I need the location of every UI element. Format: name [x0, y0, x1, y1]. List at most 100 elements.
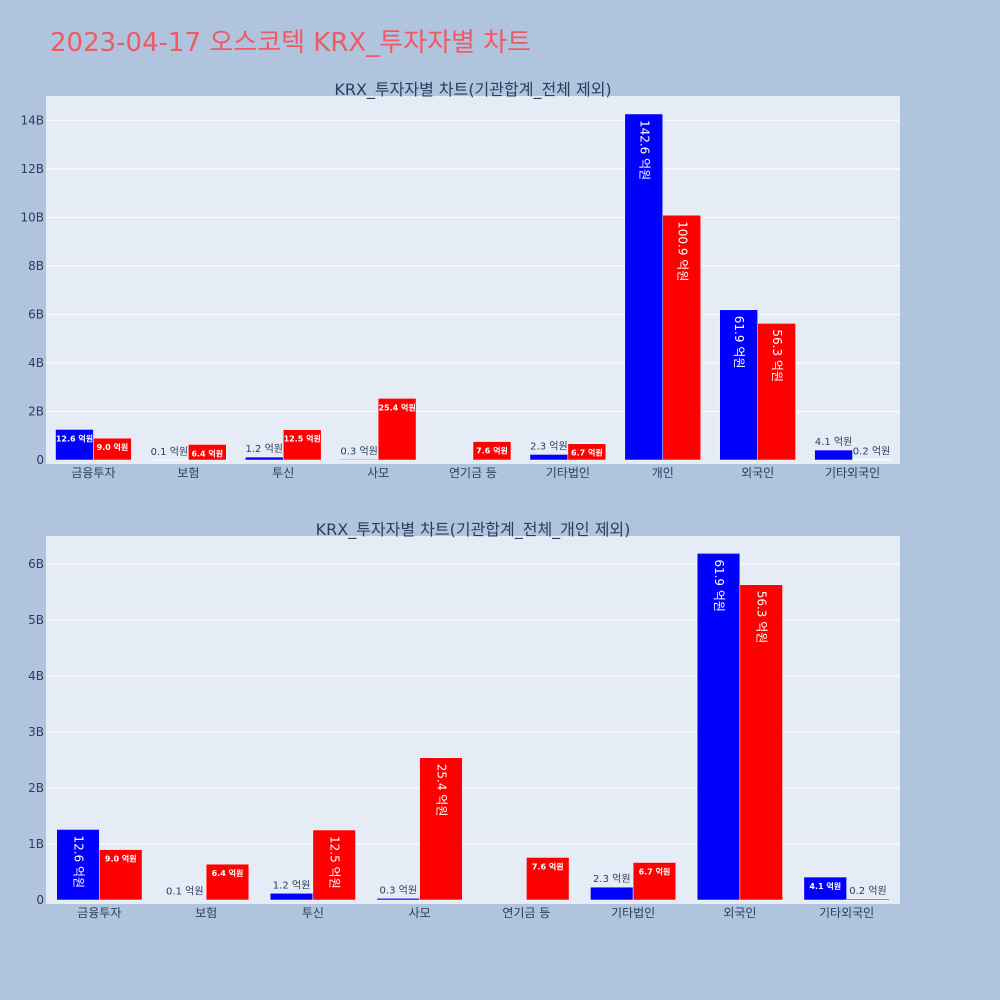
chart-top-y-tick-label: 12B	[20, 162, 44, 176]
chart-bottom-y-tick-label: 3B	[28, 725, 44, 739]
chart-bottom-bar	[99, 849, 143, 901]
chart-top-x-tick-label: 개인	[652, 466, 674, 480]
chart-top-bar	[757, 323, 796, 461]
chart-bottom-x-tick-label: 보험	[195, 906, 217, 920]
chart-bottom-y-tick-label: 1B	[28, 837, 44, 851]
chart-top-y-tick-label: 6B	[28, 307, 44, 321]
chart-top-data-label: 25.4 억원	[378, 402, 415, 412]
chart-bottom-x-tick-label: 투신	[302, 906, 324, 920]
chart-top-bar	[188, 444, 227, 461]
chart-top-bar	[719, 309, 758, 461]
chart-bottom-data-label: 12.5 억원	[328, 836, 342, 889]
chart-top-data-label: 0.1 억원	[151, 446, 188, 458]
chart-bottom-y-tick-label: 6B	[28, 557, 44, 571]
chart-bottom-bar	[696, 553, 741, 901]
chart-top-x-tick-label: 투신	[272, 466, 294, 480]
page-title: 2023-04-17 오스코텍 KRX_투자자별 차트	[50, 28, 532, 58]
chart-bottom-bar	[526, 857, 570, 901]
chart-top-bar	[567, 443, 607, 461]
chart-top-x-tick-label: 연기금 등	[449, 466, 497, 480]
chart-top-data-label: 9.0 억원	[97, 442, 129, 452]
chart-bottom-bar	[846, 898, 890, 901]
chart-top-y-tick-label: 14B	[20, 113, 44, 127]
chart-top-bar	[624, 113, 664, 461]
chart-bottom-data-label: 6.7 억원	[639, 866, 671, 876]
chart-top-data-label: 6.7 억원	[571, 448, 603, 458]
chart-bottom-data-label: 1.2 억원	[273, 879, 310, 891]
chart-top-bar	[472, 441, 512, 461]
chart-top-bar	[662, 214, 701, 461]
chart-bottom-bar	[739, 584, 783, 901]
chart-top-y-tick-label: 2B	[28, 404, 44, 418]
chart-top-data-label: 0.2 억원	[853, 446, 890, 458]
chart-top-bar	[339, 459, 379, 461]
chart-top-bar	[282, 429, 322, 461]
chart-top-bar	[529, 454, 569, 461]
chart-bottom-y-tick-label: 2B	[28, 781, 44, 795]
chart-bottom-data-label: 2.3 억원	[593, 873, 630, 885]
chart-top-data-label: 7.6 억원	[476, 446, 508, 456]
chart-top-y-tick-label: 10B	[20, 210, 44, 224]
chart-top-data-label: 100.9 억원	[675, 221, 689, 281]
chart-bottom-data-label: 4.1 억원	[809, 881, 841, 891]
chart-top-data-label: 2.3 억원	[530, 440, 567, 452]
chart-top-x-tick-label: 기타법인	[546, 466, 590, 480]
chart-top-data-label: 4.1 억원	[815, 436, 852, 448]
chart-bottom-data-label: 25.4 억원	[434, 764, 448, 817]
chart-top-bar	[93, 437, 132, 461]
chart-top-data-label: 142.6 억원	[637, 120, 651, 180]
chart-top-data-label: 0.3 억원	[340, 445, 377, 457]
chart-bottom-x-tick-label: 기타외국인	[819, 906, 874, 920]
chart-top-x-tick-label: 기타외국인	[825, 466, 880, 480]
chart-bottom-x-tick-label: 사모	[409, 906, 431, 920]
chart-bottom-bar	[205, 863, 250, 901]
chart-bottom-data-label: 7.6 억원	[532, 861, 564, 871]
chart-bottom-y-tick-label: 0	[36, 893, 44, 907]
chart-top-title: KRX_투자자별 차트(기관합계_전체 제외)	[334, 80, 611, 100]
chart-bottom-x-tick-label: 외국인	[723, 906, 756, 920]
chart-top-x-tick-label: 외국인	[741, 466, 774, 480]
chart-top-x-tick-label: 보험	[177, 466, 199, 480]
chart-bottom-data-label: 6.4 억원	[212, 868, 244, 878]
chart-bottom-x-tick-label: 기타법인	[611, 906, 655, 920]
chart-bottom-data-label: 61.9 억원	[712, 559, 726, 612]
chart-top-y-tick-label: 4B	[28, 356, 44, 370]
chart-top-data-label: 56.3 억원	[770, 329, 784, 382]
chart-bottom-x-tick-label: 연기금 등	[502, 906, 550, 920]
chart-bottom-data-label: 0.1 억원	[166, 885, 203, 897]
chart-bottom-bar	[376, 898, 420, 901]
chart-top-bar	[55, 429, 94, 461]
chart-bottom-bar	[312, 829, 356, 901]
chart-top-data-label: 12.5 억원	[284, 434, 321, 444]
chart-top-y-tick-label: 8B	[28, 259, 44, 273]
chart-bottom-bar	[419, 757, 463, 901]
chart-bottom-bar	[590, 886, 634, 901]
chart-bottom-bar	[269, 893, 314, 901]
chart-bottom-data-label: 9.0 억원	[105, 854, 137, 864]
chart-bottom-y-tick-label: 5B	[28, 613, 44, 627]
chart-top-bar	[814, 449, 853, 461]
chart-bottom-bar	[163, 899, 207, 901]
chart-bottom-data-label: 12.6 억원	[72, 835, 86, 888]
chart-bottom-bar	[632, 862, 677, 901]
chart-top-data-label: 61.9 억원	[732, 316, 746, 369]
chart-bottom-y-tick-label: 4B	[28, 669, 44, 683]
chart-top-bar	[377, 398, 417, 461]
chart-top-data-label: 12.6 억원	[56, 433, 93, 443]
chart-bottom-data-label: 0.2 억원	[849, 885, 886, 897]
chart-bottom-bar	[803, 876, 847, 901]
chart-bottom-data-label: 56.3 억원	[755, 591, 769, 644]
chart-top-x-tick-label: 금융투자	[71, 466, 115, 480]
chart-bottom-bar	[56, 829, 100, 901]
chart-top-bar	[245, 456, 284, 461]
chart-top-x-tick-label: 사모	[367, 466, 389, 480]
chart-bottom-title: KRX_투자자별 차트(기관합계_전체_개인 제외)	[316, 520, 631, 540]
chart-top-y-tick-label: 0	[36, 453, 44, 467]
chart-bottom-x-tick-label: 금융투자	[77, 906, 121, 920]
chart-top-data-label: 6.4 억원	[191, 448, 223, 458]
chart-bottom-data-label: 0.3 억원	[380, 884, 417, 896]
chart-top-data-label: 1.2 억원	[246, 443, 283, 455]
